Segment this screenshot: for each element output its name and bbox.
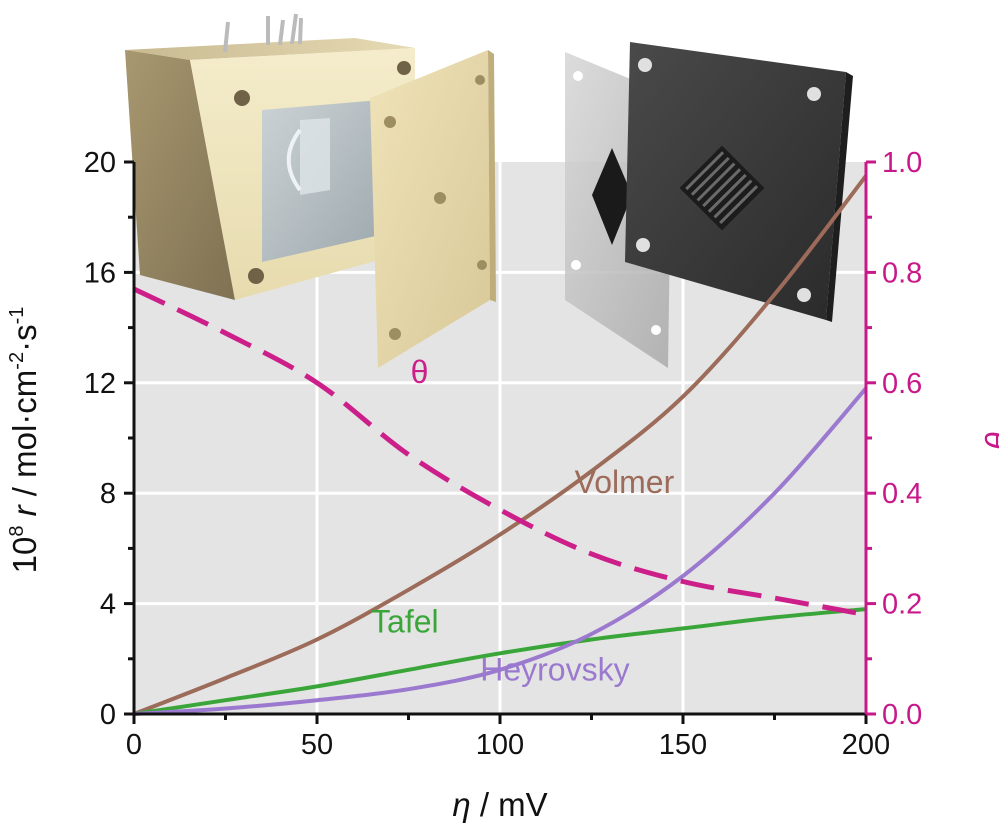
pin-5 — [298, 17, 303, 45]
y-left-unit-b-sup: -1 — [6, 307, 28, 325]
frame-hole — [234, 90, 250, 106]
y-left-prefix-sup: 8 — [6, 526, 28, 537]
y-right-tick-label: 0.8 — [882, 257, 922, 289]
y-left-prefix: 10 — [6, 537, 43, 574]
y-left-tick-label: 8 — [100, 478, 116, 510]
x-tick-label: 200 — [842, 729, 890, 761]
x-tick-label: 0 — [126, 729, 142, 761]
frame-hole — [248, 268, 264, 284]
x-tick-label: 50 — [301, 729, 333, 761]
y-right-tick-label: 0.2 — [882, 589, 922, 621]
cell-tube — [286, 128, 302, 192]
flow-channels — [679, 145, 765, 231]
plate-hole — [434, 192, 446, 204]
annotation-label-1: θ — [411, 354, 429, 390]
electrode-diamond — [592, 148, 632, 245]
cell-electrode-inner — [300, 118, 330, 195]
flow-plate-hole — [636, 238, 650, 252]
y-left-tick-label: 16 — [84, 257, 116, 289]
y-left-unit-a: / mol·cm — [6, 370, 43, 506]
y-left-tick-label: 4 — [100, 589, 116, 621]
pin-4 — [290, 13, 298, 45]
electrochemical-cell-illustration — [125, 13, 496, 368]
y-left-unit-b: ·s — [6, 324, 43, 352]
y-left-tick-label: 20 — [84, 147, 116, 179]
y-axis-right: 0.0 0.2 0.4 0.6 0.8 1.0 — [864, 147, 922, 731]
membrane-hole — [573, 71, 583, 81]
series-line-3 — [133, 386, 868, 716]
plate-hole — [477, 260, 487, 270]
pin-1 — [223, 21, 230, 53]
cell-cover-edge — [488, 50, 496, 302]
x-axis: 0 50 100 150 200 — [126, 712, 890, 761]
cell-cover-plate — [370, 50, 490, 368]
y-left-unit-a-sup: -2 — [6, 352, 28, 370]
flow-plate-hole — [797, 288, 811, 302]
series-line-2 — [133, 607, 867, 716]
y-right-tick-label: 1.0 — [882, 147, 922, 179]
y-right-tick-label: 0.6 — [882, 368, 922, 400]
annotation-label-2: Volmer — [575, 464, 675, 500]
y-right-tick-label: 0.0 — [882, 699, 922, 731]
pin-3 — [278, 19, 285, 46]
curve-annotations: θ Volmer Tafel Heyrovsky — [371, 354, 675, 688]
cell-box-side — [125, 50, 235, 300]
y-left-tick-label: 12 — [84, 368, 116, 400]
annotation-label-4: Heyrovsky — [480, 651, 629, 687]
x-axis-unit: / mV — [471, 786, 548, 823]
flow-plate-hole — [638, 58, 652, 72]
y-axis-right-title: θ — [978, 431, 999, 449]
frame-hole — [397, 61, 411, 75]
y-axis-left: 0 4 8 12 16 20 — [84, 147, 136, 731]
flow-plate-hole — [807, 87, 821, 101]
series-line-1 — [133, 174, 868, 716]
y-left-tick-label: 0 — [100, 699, 116, 731]
electrode-plate-illustration — [565, 42, 853, 368]
series-curves — [132, 174, 868, 716]
x-axis-symbol: η — [452, 786, 470, 823]
x-tick-label: 150 — [659, 729, 707, 761]
plate-hole — [384, 116, 396, 128]
y-axis-left-title: 108 r / mol·cm-2·s-1 — [6, 307, 43, 574]
annotation-label-3: Tafel — [371, 604, 439, 640]
membrane-hole — [571, 260, 581, 270]
x-tick-label: 100 — [476, 729, 524, 761]
y-left-symbol: r — [6, 503, 43, 516]
x-axis-title: η / mV — [452, 786, 547, 823]
plate-hole — [389, 328, 401, 340]
plate-hole — [475, 75, 485, 85]
series-line-4 — [132, 286, 867, 618]
membrane-hole — [651, 325, 661, 335]
cell-box-top — [125, 38, 415, 60]
flow-plate-edge — [826, 72, 853, 322]
y-right-tick-label: 0.4 — [882, 478, 922, 510]
